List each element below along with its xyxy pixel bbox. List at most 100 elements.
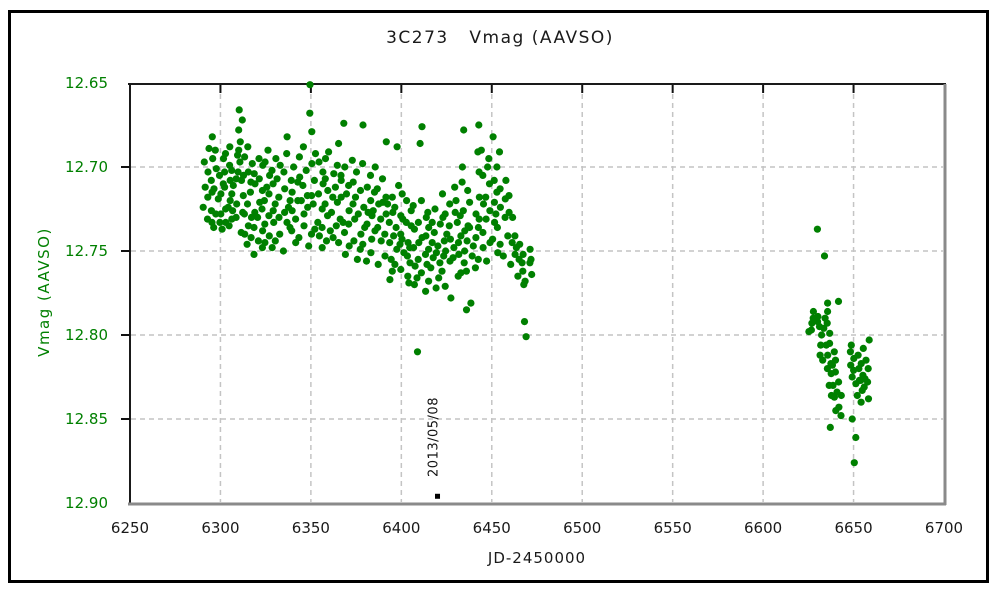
data-point [208,133,216,141]
x-tick-label: 6550 [653,519,692,537]
x-tick-label: 6500 [563,519,602,537]
data-point [204,168,212,176]
data-point [345,220,353,228]
data-point [445,222,453,230]
data-point [374,223,382,232]
data-point [329,193,337,201]
data-point [460,259,468,267]
data-point [288,188,296,196]
data-point [308,192,316,200]
data-point [333,161,341,169]
data-point [474,255,482,263]
data-point [382,193,390,201]
data-point [281,208,289,216]
data-point [386,276,394,284]
data-point [492,210,500,218]
data-point [410,225,418,233]
chart-title: 3C273 Vmag (AAVSO) [386,28,614,48]
x-tick-label: 6700 [924,519,964,537]
data-point [457,269,465,277]
data-point [359,160,367,168]
data-point [403,197,411,205]
data-point [311,150,320,158]
data-point [381,230,389,238]
data-point [229,181,237,190]
data-point [311,225,319,233]
data-point [826,423,834,431]
data-point [381,252,389,260]
data-point [362,257,371,265]
data-point [440,237,448,245]
data-point [528,270,536,279]
data-point [221,183,229,191]
data-point [489,235,497,243]
data-point [217,210,225,218]
data-point [243,200,252,208]
data-point [463,237,471,245]
data-point [818,331,826,339]
data-point [232,213,240,221]
data-point [340,228,349,237]
data-point [273,175,281,183]
data-point [308,160,316,168]
data-point [431,205,439,213]
data-point [817,341,825,349]
data-point [458,178,466,186]
data-point [315,158,323,166]
data-point [333,198,341,206]
data-point [318,223,326,232]
data-point [377,215,385,223]
data-point [236,138,244,146]
data-point [342,190,351,198]
data-point [508,239,516,247]
data-point [335,139,343,148]
data-point [351,215,359,223]
data-point [270,218,278,226]
data-point [414,218,422,226]
data-point [314,190,323,198]
data-point [807,326,816,334]
data-point [428,239,436,247]
data-point [330,170,338,178]
data-point [225,222,233,230]
data-point [306,81,314,89]
data-point [462,306,471,314]
data-point [351,193,360,201]
data-point [359,121,367,129]
data-point [432,249,440,257]
data-point [484,163,492,171]
data-point [438,267,446,275]
data-point [246,188,254,196]
data-point [363,220,371,228]
data-point [335,239,343,247]
data-point [848,415,856,423]
data-point [386,239,394,247]
data-point [435,274,443,282]
data-point [466,198,474,206]
data-point [397,265,405,274]
data-point [216,218,224,226]
data-point [228,190,236,198]
data-point [329,234,337,242]
data-point [443,230,451,238]
data-point [466,223,474,232]
data-point [862,356,870,364]
data-point [236,158,244,166]
data-point [265,212,273,220]
data-point [327,208,336,216]
data-point [449,254,457,262]
data-point [454,239,463,247]
data-point [853,391,861,400]
data-point [240,210,248,218]
data-point [406,259,414,267]
data-point [459,207,467,215]
x-tick-label: 6300 [201,519,240,537]
data-point [852,433,860,442]
data-point [835,403,843,411]
data-point [526,245,534,253]
data-point [325,148,333,156]
data-point [819,356,827,364]
data-point [422,232,430,240]
data-point [300,210,308,218]
data-point [356,186,365,195]
